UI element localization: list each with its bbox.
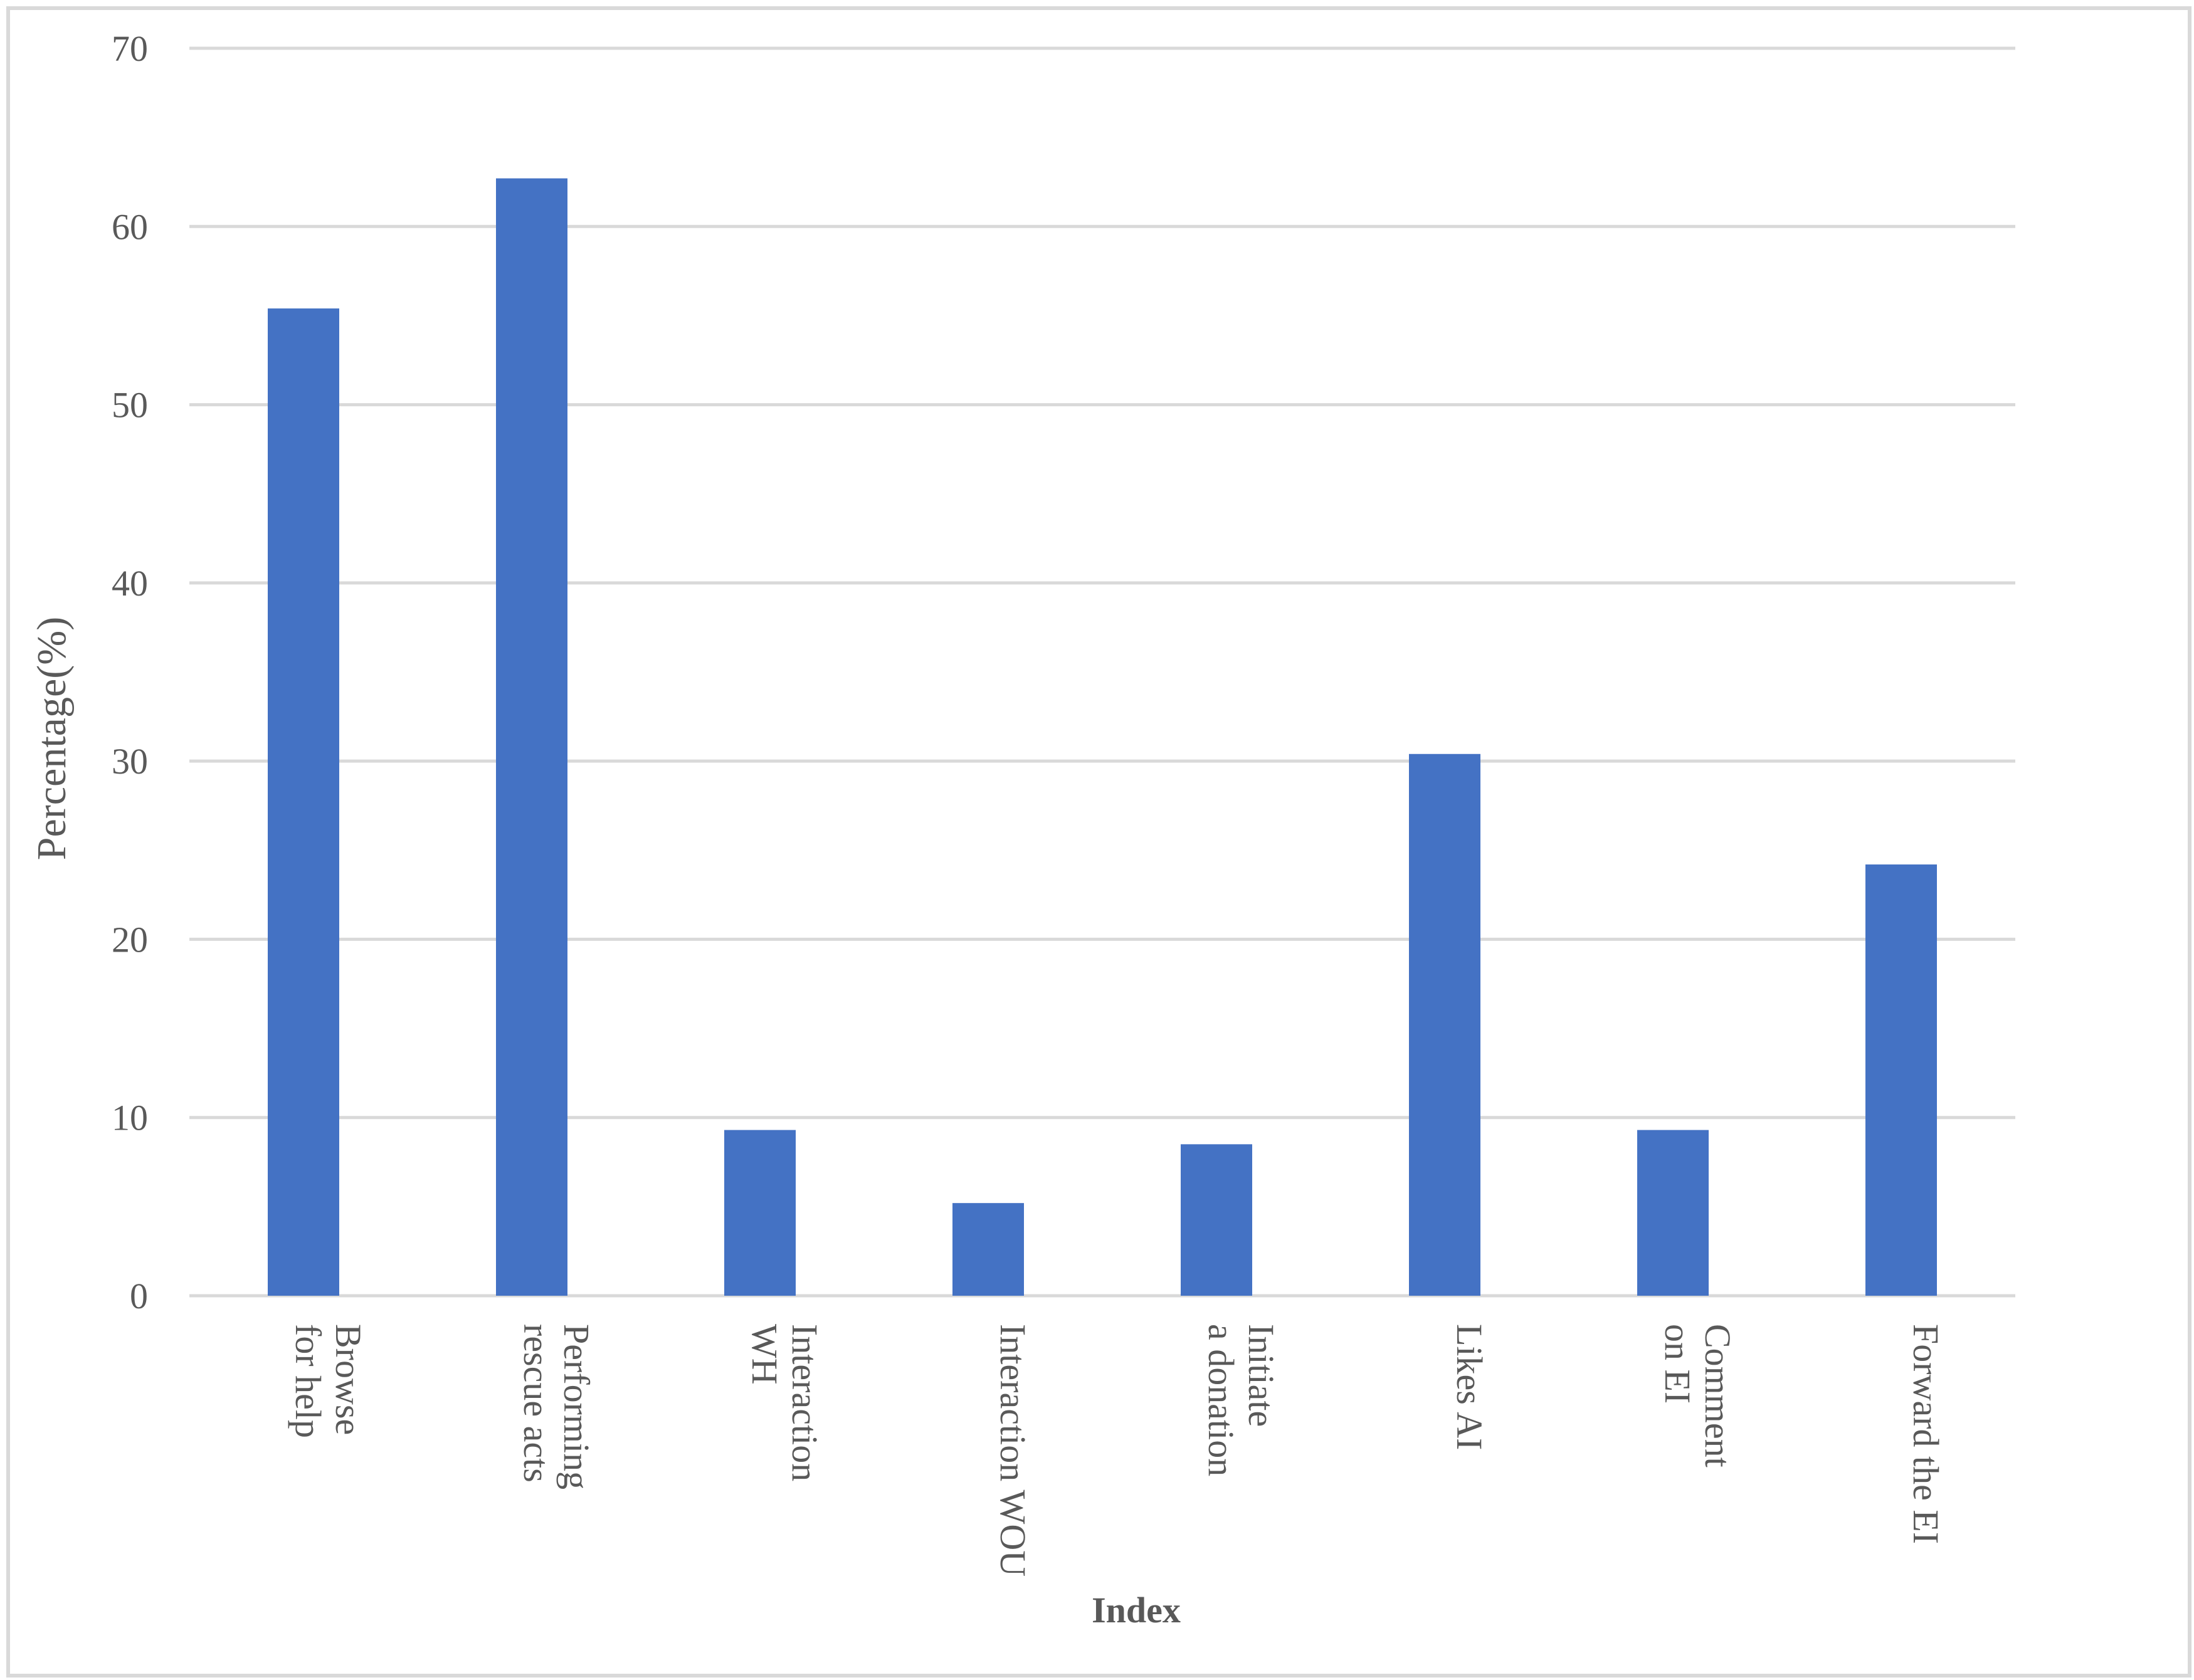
- bar: [1637, 1130, 1709, 1296]
- y-tick-label: 0: [130, 1276, 148, 1316]
- x-category-label-line: WH: [744, 1324, 785, 1385]
- bar: [952, 1203, 1024, 1296]
- y-tick-label: 70: [112, 28, 148, 69]
- bar: [1181, 1144, 1252, 1296]
- y-tick-label: 40: [112, 563, 148, 604]
- bar: [496, 179, 567, 1296]
- x-category-label-line: rescue acts: [516, 1324, 557, 1483]
- x-category-label-line: Likes AI: [1449, 1324, 1490, 1450]
- x-category-label-line: Forward the EI: [1906, 1324, 1946, 1544]
- gridlines: [189, 48, 2015, 1296]
- x-category-label-line: Browse: [328, 1324, 369, 1435]
- x-category-label-line: Interaction WOU: [993, 1324, 1033, 1577]
- y-tick-label: 30: [112, 741, 148, 782]
- x-category-label: Interaction WOU: [993, 1324, 1033, 1577]
- y-tick-label: 20: [112, 919, 148, 960]
- x-category-label: Forward the EI: [1906, 1324, 1946, 1544]
- y-tick-label: 50: [112, 385, 148, 426]
- bar: [724, 1130, 796, 1296]
- x-category-label-line: a donation: [1201, 1324, 1242, 1476]
- bars: [268, 179, 1937, 1296]
- x-category-label: Likes AI: [1449, 1324, 1490, 1450]
- bar: [268, 308, 339, 1296]
- x-category-label-line: on EI: [1657, 1324, 1698, 1404]
- y-tick-label: 60: [112, 206, 148, 247]
- bar: [1865, 864, 1937, 1296]
- bar: [1409, 754, 1480, 1296]
- x-category-label-line: Interaction: [784, 1324, 825, 1481]
- y-axis-title: Percentage(%): [29, 617, 75, 860]
- x-category-label-line: Performing: [556, 1324, 597, 1489]
- x-category-label-line: Initiate: [1241, 1324, 1282, 1427]
- y-tick-label: 10: [112, 1098, 148, 1138]
- x-category-label-line: Comment: [1697, 1324, 1738, 1467]
- x-axis-title: Index: [1092, 1590, 1181, 1630]
- y-axis-ticks: 0 10 20 30 40 50 60 70: [112, 28, 148, 1316]
- x-category-label-line: for help: [288, 1324, 329, 1438]
